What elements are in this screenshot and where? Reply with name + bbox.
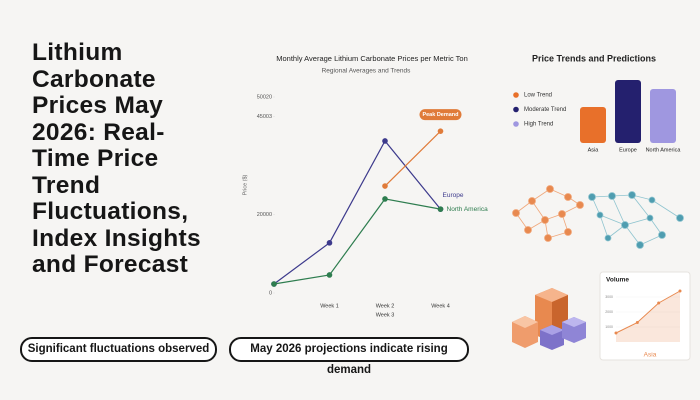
legend-swatch — [513, 106, 519, 113]
x-tick-label: Week 2 — [376, 303, 395, 309]
legend-label: Moderate Trend — [524, 107, 566, 113]
annotation-badge — [419, 109, 462, 121]
annotation: Peak Demand — [422, 112, 458, 118]
x-tick-label: Week 1 — [320, 303, 339, 309]
bar — [615, 80, 641, 143]
y-tick-label: 0 — [269, 290, 272, 296]
legend-swatch — [513, 92, 519, 98]
y-tick-label: 50020 — [257, 94, 272, 100]
series-line — [273, 139, 441, 285]
y-tick-label: 3000 — [605, 295, 613, 299]
legend-label: Low Trend — [524, 93, 552, 99]
data-point — [614, 331, 618, 335]
y-tick-label: 20000 — [257, 212, 272, 218]
series-label: North America — [447, 206, 489, 213]
x-tick-label: Asia — [588, 147, 600, 153]
y-tick-label: 1000 — [605, 325, 613, 329]
x-tick-label: North America — [646, 147, 682, 153]
data-point — [382, 138, 388, 144]
series-line — [273, 198, 441, 285]
data-point — [437, 206, 444, 212]
data-point — [678, 289, 682, 293]
headline: Lithium Carbonate Prices May 2026: Real-… — [32, 39, 201, 278]
y-axis-label: Price ($) — [242, 174, 248, 195]
data-point — [382, 183, 388, 189]
bar — [580, 107, 606, 143]
series-line — [384, 130, 441, 187]
network-decoration — [512, 185, 684, 249]
series-label: Europe — [443, 192, 464, 199]
chart-title: Monthly Average Lithium Carbonate Prices… — [276, 54, 467, 63]
y-tick-label: 2000 — [605, 310, 613, 314]
pill: Significant fluctuations observed — [20, 337, 217, 362]
x-axis-label: Week 3 — [376, 312, 395, 318]
y-tick-label: 45003 — [257, 114, 272, 120]
data-point — [271, 281, 277, 287]
series-line — [615, 290, 681, 334]
series-label: Asia — [644, 352, 657, 359]
chart-subtitle: Regional Averages and Trends — [322, 68, 412, 75]
legend-swatch — [513, 121, 519, 127]
x-tick-label: Week 4 — [431, 303, 450, 309]
data-point — [382, 196, 388, 202]
chart-title: Price Trends and Predictions — [532, 53, 656, 63]
chart-title: Volume — [606, 277, 629, 284]
data-point — [437, 128, 444, 134]
x-tick-label: Europe — [619, 147, 637, 153]
legend-label: High Trend — [524, 122, 553, 128]
data-point — [326, 240, 333, 246]
area-fill — [616, 291, 680, 342]
data-point — [635, 321, 639, 324]
cubes-decoration — [512, 288, 586, 350]
pill: May 2026 projections indicate rising dem… — [229, 337, 469, 376]
data-point — [657, 301, 661, 305]
bar — [650, 89, 676, 143]
data-point — [326, 272, 333, 278]
